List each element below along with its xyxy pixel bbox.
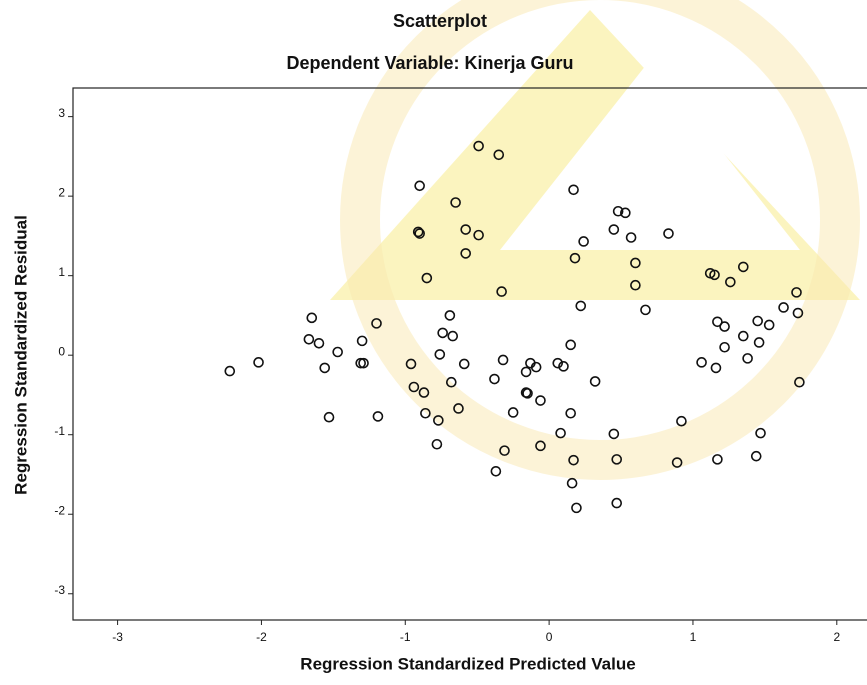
point	[448, 332, 457, 341]
point	[753, 316, 762, 325]
point	[325, 413, 334, 422]
point	[522, 367, 531, 376]
y-tick-label: 1	[58, 265, 65, 279]
point	[566, 340, 575, 349]
y-tick-label: 2	[58, 185, 65, 199]
y-tick-label: -2	[54, 503, 65, 517]
y-tick-label: 3	[58, 106, 65, 120]
point	[576, 301, 585, 310]
point	[779, 303, 788, 312]
point	[491, 467, 500, 476]
point	[743, 354, 752, 363]
point	[438, 328, 447, 337]
point	[333, 348, 342, 357]
point	[711, 363, 720, 372]
point	[720, 322, 729, 331]
point	[591, 377, 600, 386]
x-tick-label: 2	[833, 630, 840, 644]
y-tick-label: -3	[54, 583, 65, 597]
y-tick-label: -1	[54, 424, 65, 438]
point	[254, 358, 263, 367]
point	[566, 409, 575, 418]
point	[435, 350, 444, 359]
point	[697, 358, 706, 367]
y-axis-label: Regression Standardized Residual	[11, 215, 30, 495]
y-tick-label: 0	[58, 344, 65, 358]
point	[739, 332, 748, 341]
point	[314, 339, 323, 348]
point	[373, 412, 382, 421]
point	[536, 396, 545, 405]
point	[641, 305, 650, 314]
point	[765, 320, 774, 329]
point	[752, 452, 761, 461]
x-tick-label: -3	[112, 630, 123, 644]
point	[490, 375, 499, 384]
x-tick-label: 0	[546, 630, 553, 644]
chart: Scatterplot Dependent Variable: Kinerja …	[0, 0, 867, 685]
point	[445, 311, 454, 320]
point	[677, 417, 686, 426]
point	[556, 429, 565, 438]
point	[307, 313, 316, 322]
point	[713, 455, 722, 464]
point	[572, 503, 581, 512]
point	[609, 429, 618, 438]
point	[499, 355, 508, 364]
x-axis-label: Regression Standardized Predicted Value	[300, 654, 635, 673]
point	[460, 359, 469, 368]
point	[304, 335, 313, 344]
page: {"chart_data": {"type": "scatter", "titl…	[0, 0, 867, 685]
point	[225, 367, 234, 376]
point	[432, 440, 441, 449]
point	[755, 338, 764, 347]
chart-title: Scatterplot	[393, 11, 487, 31]
x-tick-label: 1	[690, 630, 697, 644]
point	[320, 363, 329, 372]
point	[568, 479, 577, 488]
point	[756, 429, 765, 438]
x-tick-label: -1	[400, 630, 411, 644]
point	[612, 499, 621, 508]
point	[509, 408, 518, 417]
point	[720, 343, 729, 352]
x-tick-label: -2	[256, 630, 267, 644]
point	[358, 336, 367, 345]
chart-subtitle: Dependent Variable: Kinerja Guru	[286, 53, 573, 73]
point	[415, 181, 424, 190]
